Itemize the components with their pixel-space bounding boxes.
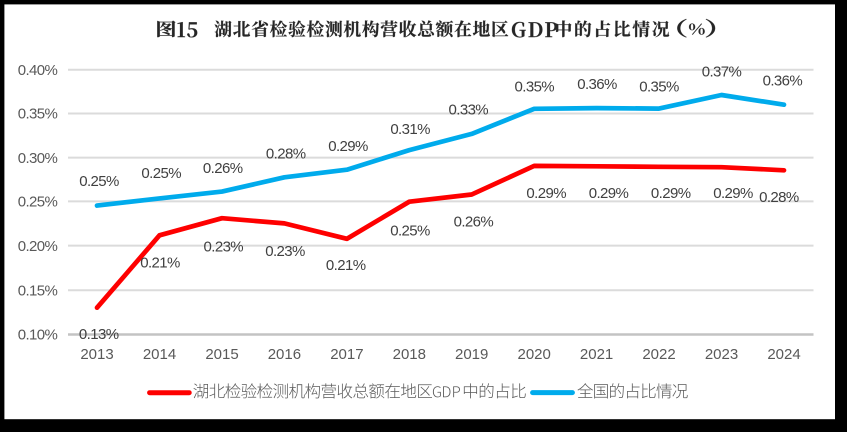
svg-text:0.29%: 0.29%	[651, 185, 691, 202]
svg-text:0.21%: 0.21%	[326, 257, 366, 274]
svg-text:0.36%: 0.36%	[763, 73, 803, 90]
svg-text:0.23%: 0.23%	[265, 243, 305, 260]
svg-text:2015: 2015	[205, 346, 238, 363]
svg-text:2017: 2017	[330, 346, 363, 363]
svg-text:0.29%: 0.29%	[328, 138, 368, 155]
svg-text:0.26%: 0.26%	[454, 214, 494, 231]
svg-text:0.21%: 0.21%	[140, 254, 180, 271]
svg-text:0.33%: 0.33%	[449, 102, 489, 119]
svg-text:2013: 2013	[80, 346, 113, 363]
svg-text:2021: 2021	[580, 346, 613, 363]
svg-text:0.23%: 0.23%	[204, 239, 244, 256]
svg-text:0.40%: 0.40%	[18, 62, 58, 79]
svg-text:2024: 2024	[767, 346, 800, 363]
svg-text:0.28%: 0.28%	[266, 146, 306, 163]
svg-text:0.29%: 0.29%	[526, 185, 566, 202]
svg-text:2023: 2023	[705, 346, 738, 363]
svg-text:0.37%: 0.37%	[702, 64, 742, 81]
svg-text:0.25%: 0.25%	[79, 173, 119, 190]
svg-text:2019: 2019	[455, 346, 488, 363]
svg-text:0.36%: 0.36%	[577, 76, 617, 93]
svg-text:2020: 2020	[518, 346, 551, 363]
svg-text:0.25%: 0.25%	[18, 194, 58, 211]
svg-text:0.15%: 0.15%	[18, 282, 58, 299]
svg-text:2014: 2014	[143, 346, 176, 363]
svg-text:0.10%: 0.10%	[18, 327, 58, 344]
svg-text:0.35%: 0.35%	[18, 106, 58, 123]
svg-text:0.30%: 0.30%	[18, 150, 58, 167]
svg-text:0.25%: 0.25%	[141, 165, 181, 182]
svg-text:2016: 2016	[268, 346, 301, 363]
svg-text:0.29%: 0.29%	[589, 185, 629, 202]
svg-text:0.28%: 0.28%	[759, 189, 799, 206]
svg-text:0.35%: 0.35%	[515, 78, 555, 95]
svg-text:0.35%: 0.35%	[639, 78, 679, 95]
svg-text:0.29%: 0.29%	[713, 185, 753, 202]
svg-text:0.13%: 0.13%	[79, 326, 119, 343]
svg-text:0.20%: 0.20%	[18, 238, 58, 255]
svg-text:2022: 2022	[642, 346, 675, 363]
svg-text:2018: 2018	[393, 346, 426, 363]
svg-text:0.26%: 0.26%	[203, 160, 243, 177]
svg-text:0.25%: 0.25%	[390, 223, 430, 240]
svg-text:0.31%: 0.31%	[390, 121, 430, 138]
